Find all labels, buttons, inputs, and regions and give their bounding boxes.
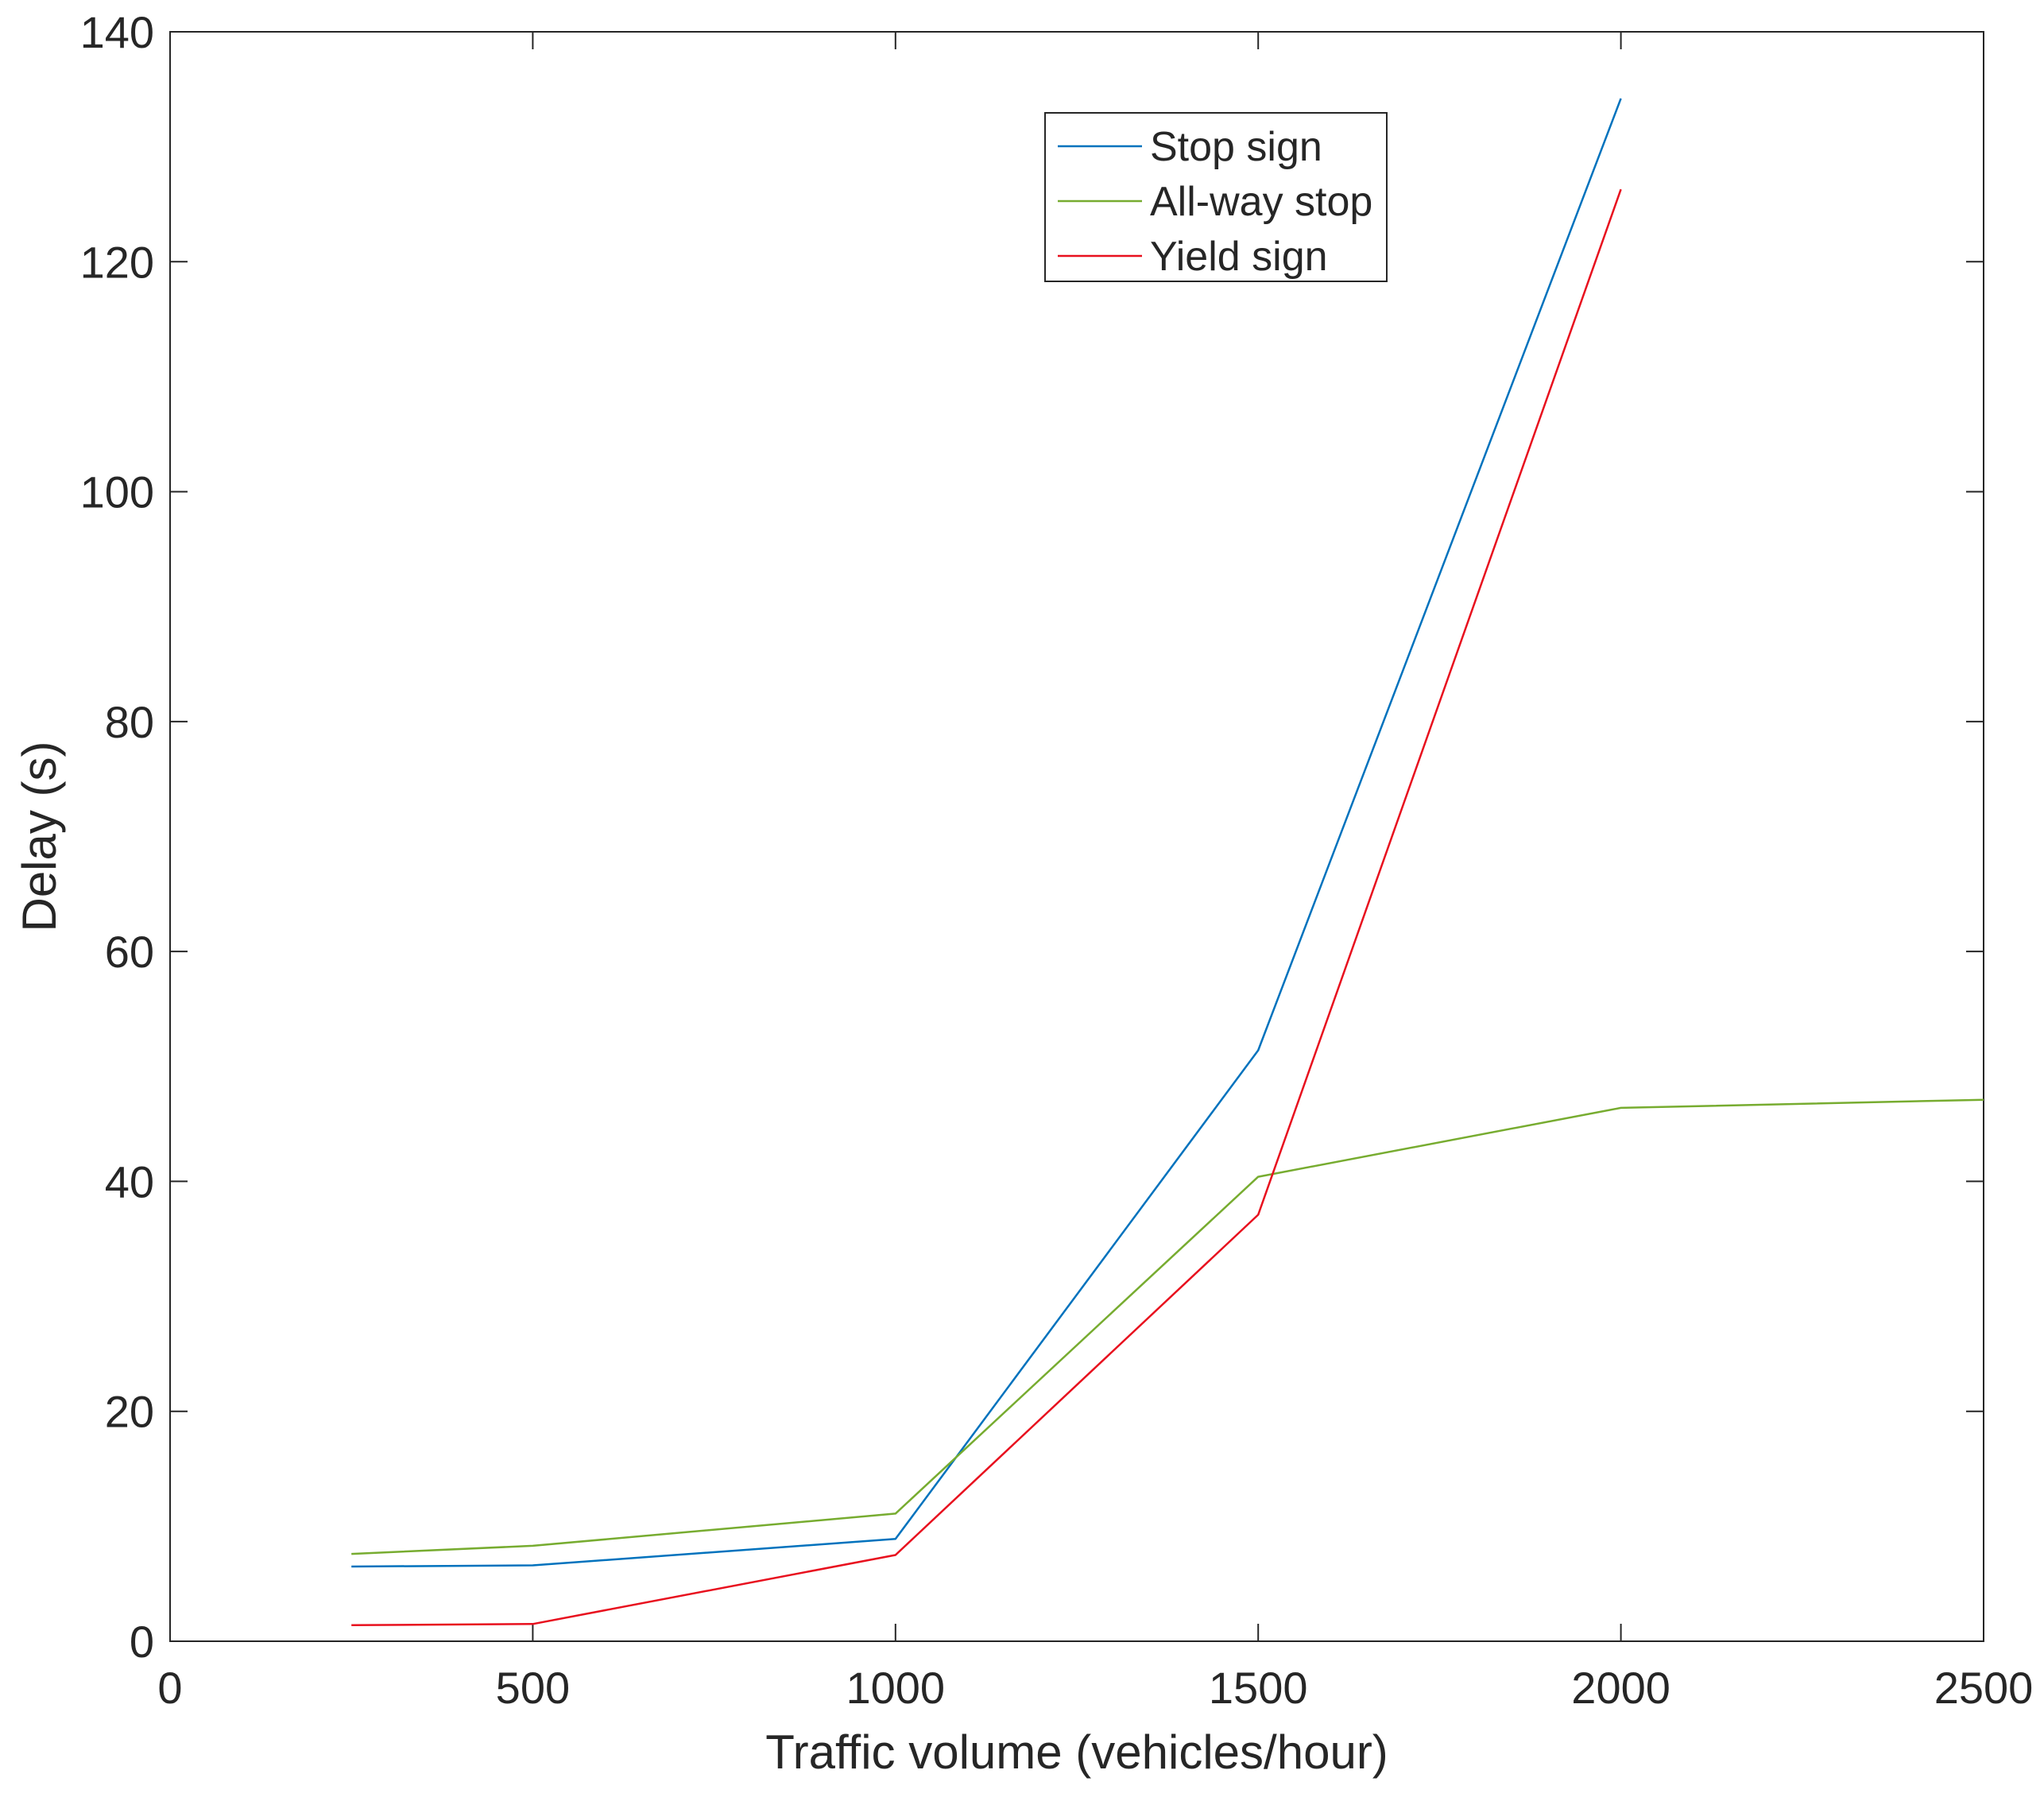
legend-label-stop-sign: Stop sign — [1150, 124, 1322, 170]
axes: 0 500 1000 1500 2000 2500 0 20 40 60 80 100 120 140 — [80, 7, 2034, 1713]
x-tick-label: 500 — [496, 1663, 570, 1713]
series-lines — [351, 98, 1984, 1627]
x-tick-label: 2500 — [1934, 1663, 2034, 1713]
series-line-yield-sign — [351, 188, 1622, 1627]
series-line-stop-sign — [351, 98, 1622, 1568]
x-tick-label: 2000 — [1571, 1663, 1670, 1713]
x-tick-label: 1000 — [846, 1663, 946, 1713]
legend-label-all-way-stop: All-way stop — [1150, 179, 1372, 225]
y-tick-label: 60 — [105, 927, 154, 977]
y-tick-label: 0 — [130, 1617, 154, 1667]
legend-label-yield-sign: Yield sign — [1150, 234, 1328, 280]
y-tick-label: 80 — [105, 697, 154, 747]
legend: Stop sign All-way stop Yield sign — [1044, 112, 1388, 282]
x-tick-label: 1500 — [1209, 1663, 1308, 1713]
x-axis-title: Traffic volume (vehicles/hour) — [765, 1725, 1388, 1779]
x-tick-label: 0 — [157, 1663, 182, 1713]
y-tick-label: 140 — [80, 7, 154, 57]
y-axis-title: Delay (s) — [13, 741, 66, 931]
legend-box — [1044, 112, 1388, 282]
series-line-all-way-stop — [351, 1098, 1984, 1555]
y-tick-label: 40 — [105, 1156, 154, 1206]
y-tick-label: 20 — [105, 1387, 154, 1437]
y-tick-label: 120 — [80, 237, 154, 287]
y-tick-label: 100 — [80, 467, 154, 517]
plot-area-frame — [169, 31, 1984, 1642]
